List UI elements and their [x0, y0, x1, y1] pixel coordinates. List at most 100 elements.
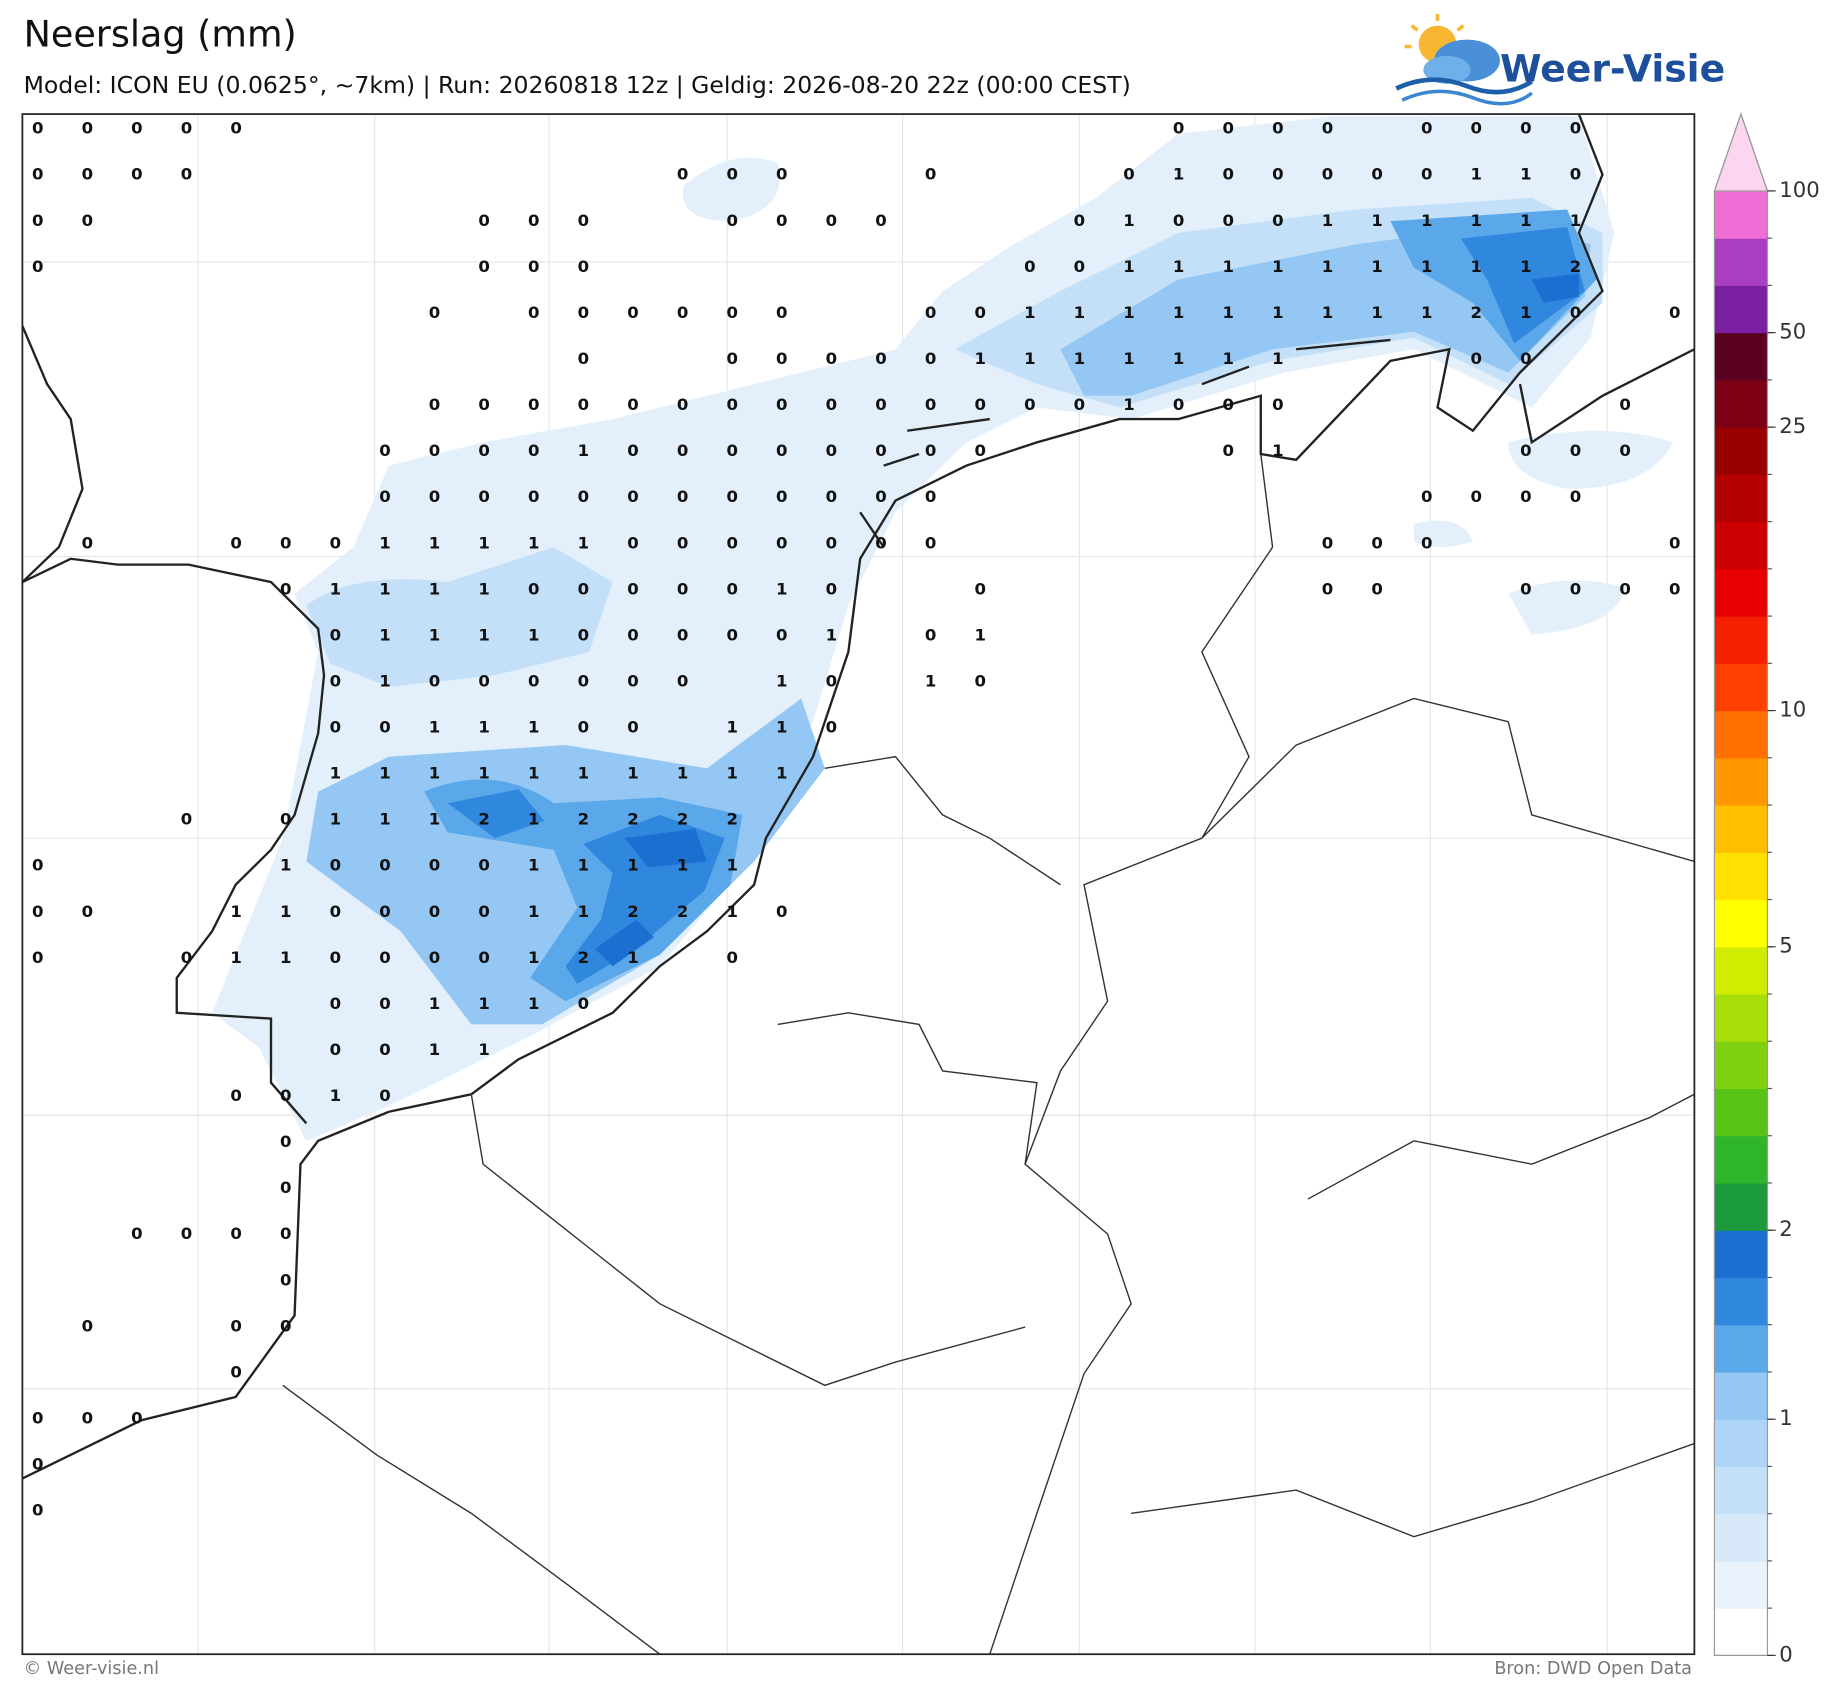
grid-value: 0: [82, 119, 93, 138]
grid-value: 1: [1173, 349, 1184, 368]
grid-value: 1: [478, 994, 489, 1013]
colorbar-tick-label: 50: [1779, 319, 1806, 344]
grid-value: 1: [330, 579, 341, 598]
grid-value: 1: [1173, 165, 1184, 184]
grid-value: 0: [330, 718, 341, 737]
grid-value: 1: [379, 764, 390, 783]
grid-value: 0: [578, 395, 589, 414]
grid-value: 0: [826, 211, 837, 230]
grid-value: 1: [429, 994, 440, 1013]
grid-value: 0: [776, 902, 787, 921]
grid-value: 1: [1272, 303, 1283, 322]
grid-value: 0: [230, 1363, 241, 1382]
grid-value: 0: [826, 533, 837, 552]
grid-value: 0: [528, 257, 539, 276]
colorbar-segment: [1714, 616, 1768, 664]
grid-value: 0: [1520, 349, 1531, 368]
grid-value: 1: [1272, 349, 1283, 368]
grid-value: 0: [1371, 579, 1382, 598]
grid-value: 1: [379, 533, 390, 552]
grid-value: 0: [1173, 395, 1184, 414]
grid-value: 0: [974, 672, 985, 691]
grid-value: 0: [1123, 165, 1134, 184]
colorbar-segment: [1714, 1324, 1768, 1373]
colorbar-extend: [1713, 112, 1769, 192]
grid-value: 1: [1272, 441, 1283, 460]
grid-value: 0: [32, 948, 43, 967]
grid-value: 0: [1619, 395, 1630, 414]
grid-value: 0: [429, 395, 440, 414]
grid-value: 1: [429, 625, 440, 644]
grid-value: 0: [131, 165, 142, 184]
borders: [282, 453, 1695, 1655]
grid-value: 0: [776, 533, 787, 552]
grid-value: 1: [1371, 303, 1382, 322]
grid-value: 0: [1173, 211, 1184, 230]
grid-value: 1: [528, 994, 539, 1013]
grid-value: 0: [379, 994, 390, 1013]
grid-value: 0: [478, 395, 489, 414]
colorbar-segment: [1714, 1230, 1768, 1279]
colorbar-segment: [1714, 1135, 1768, 1184]
grid-value: 0: [379, 856, 390, 875]
grid-value: 0: [1421, 119, 1432, 138]
grid-value: 0: [826, 487, 837, 506]
grid-value: 0: [1223, 165, 1234, 184]
grid-value: 0: [776, 487, 787, 506]
grid-value: 2: [726, 810, 737, 829]
colorbar-segment: [1714, 285, 1768, 334]
grid-value: 0: [32, 1501, 43, 1520]
grid-value: 0: [1272, 165, 1283, 184]
grid-value: 1: [1123, 395, 1134, 414]
grid-value: 1: [478, 1040, 489, 1059]
grid-value: 1: [1173, 257, 1184, 276]
grid-value: 0: [280, 1086, 291, 1105]
grid-value: 1: [528, 533, 539, 552]
grid-value: 0: [726, 395, 737, 414]
grid-value: 0: [1272, 211, 1283, 230]
grid-value: 0: [528, 395, 539, 414]
grid-value: 0: [875, 487, 886, 506]
colorbar-segment: [1714, 663, 1768, 712]
grid-value: 0: [1074, 395, 1085, 414]
grid-value: 1: [1471, 211, 1482, 230]
grid-value: 0: [578, 487, 589, 506]
grid-value: 1: [1421, 303, 1432, 322]
grid-value: 1: [280, 948, 291, 967]
colorbar-segment: [1714, 474, 1768, 523]
grid-value: 1: [776, 718, 787, 737]
grid-value: 0: [478, 441, 489, 460]
grid-value: 0: [627, 441, 638, 460]
grid-value: 2: [578, 948, 589, 967]
grid-value: 1: [974, 349, 985, 368]
grid-value: 0: [379, 1040, 390, 1059]
grid-value: 0: [677, 579, 688, 598]
grid-value: 0: [1024, 257, 1035, 276]
grid-value: 1: [330, 1086, 341, 1105]
grid-value: 1: [578, 764, 589, 783]
grid-value: 1: [429, 718, 440, 737]
grid-value: 0: [627, 487, 638, 506]
colorbar-segment: [1714, 190, 1768, 239]
grid-value: 1: [429, 1040, 440, 1059]
grid-value: 1: [1322, 211, 1333, 230]
grid-value: 1: [478, 579, 489, 598]
grid-value: 0: [478, 257, 489, 276]
grid-value: 1: [429, 579, 440, 598]
grid-value: 0: [478, 902, 489, 921]
grid-value: 1: [1471, 165, 1482, 184]
grid-value: 0: [1520, 487, 1531, 506]
colorbar-segment: [1714, 757, 1768, 806]
grid-value: 0: [280, 810, 291, 829]
grid-value: 1: [1223, 349, 1234, 368]
grid-value: 1: [1471, 257, 1482, 276]
colorbar-segment: [1714, 899, 1768, 948]
grid-value: 2: [627, 902, 638, 921]
grid-value: 0: [330, 856, 341, 875]
grid-value: 0: [677, 395, 688, 414]
grid-value: 1: [1322, 303, 1333, 322]
grid-value: 1: [627, 948, 638, 967]
grid-value: 0: [726, 487, 737, 506]
grid-value: 0: [32, 1409, 43, 1428]
grid-value: 0: [677, 533, 688, 552]
